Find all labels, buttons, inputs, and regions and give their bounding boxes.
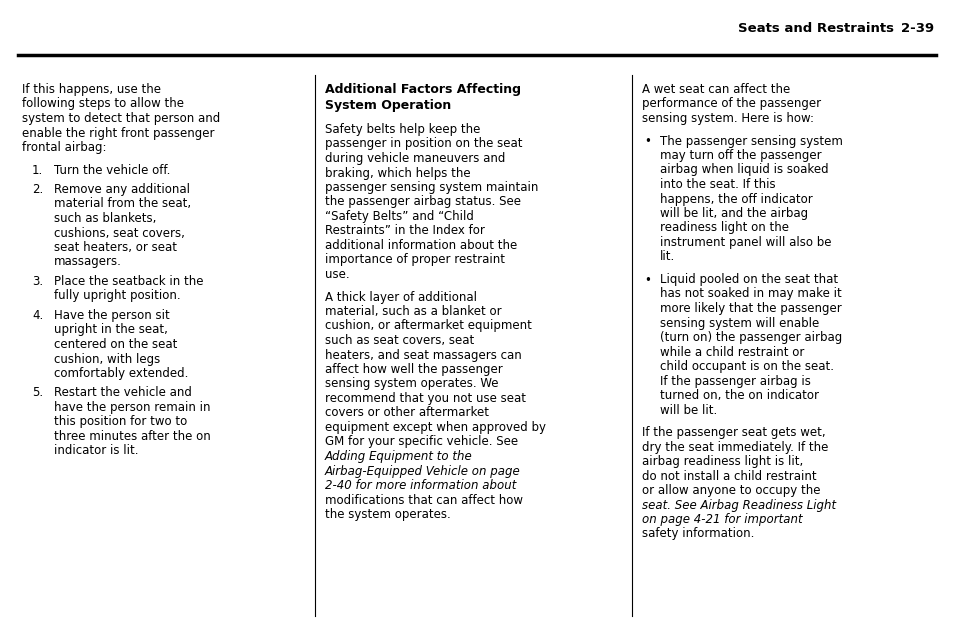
Text: use.: use.	[325, 268, 349, 281]
Text: will be lit, and the airbag: will be lit, and the airbag	[659, 207, 807, 220]
Text: Place the seatback in the: Place the seatback in the	[54, 275, 203, 288]
Text: 2.: 2.	[32, 183, 43, 196]
Text: enable the right front passenger: enable the right front passenger	[22, 126, 214, 140]
Text: seat. See Airbag Readiness Light: seat. See Airbag Readiness Light	[641, 498, 835, 512]
Text: have the person remain in: have the person remain in	[54, 401, 211, 414]
Text: system to detect that person and: system to detect that person and	[22, 112, 220, 125]
Text: such as seat covers, seat: such as seat covers, seat	[325, 334, 474, 347]
Text: airbag when liquid is soaked: airbag when liquid is soaked	[659, 163, 828, 177]
Text: If this happens, use the: If this happens, use the	[22, 83, 161, 96]
Text: importance of proper restraint: importance of proper restraint	[325, 253, 504, 267]
Text: child occupant is on the seat.: child occupant is on the seat.	[659, 360, 833, 373]
Text: passenger in position on the seat: passenger in position on the seat	[325, 138, 522, 151]
Text: passenger sensing system maintain: passenger sensing system maintain	[325, 181, 537, 194]
Text: covers or other aftermarket: covers or other aftermarket	[325, 406, 489, 420]
Text: cushions, seat covers,: cushions, seat covers,	[54, 226, 185, 239]
Text: the passenger airbag status. See: the passenger airbag status. See	[325, 195, 520, 209]
Text: Seats and Restraints: Seats and Restraints	[738, 22, 893, 34]
Text: Have the person sit: Have the person sit	[54, 309, 170, 322]
Text: or allow anyone to occupy the: or allow anyone to occupy the	[641, 484, 820, 497]
Text: 2-40 for more information about: 2-40 for more information about	[325, 479, 516, 492]
Text: happens, the off indicator: happens, the off indicator	[659, 193, 812, 205]
Text: Restraints” in the Index for: Restraints” in the Index for	[325, 225, 484, 237]
Text: Safety belts help keep the: Safety belts help keep the	[325, 123, 480, 136]
Text: three minutes after the on: three minutes after the on	[54, 430, 211, 443]
Text: material, such as a blanket or: material, such as a blanket or	[325, 305, 501, 318]
Text: such as blankets,: such as blankets,	[54, 212, 156, 225]
Text: turned on, the on indicator: turned on, the on indicator	[659, 389, 818, 402]
Text: this position for two to: this position for two to	[54, 415, 187, 429]
Text: Airbag-Equipped Vehicle on page: Airbag-Equipped Vehicle on page	[325, 464, 520, 477]
Text: GM for your specific vehicle. See: GM for your specific vehicle. See	[325, 436, 517, 449]
Text: cushion, with legs: cushion, with legs	[54, 353, 160, 366]
Text: Additional Factors Affecting: Additional Factors Affecting	[325, 83, 520, 96]
Text: If the passenger seat gets wet,: If the passenger seat gets wet,	[641, 426, 824, 439]
Text: may turn off the passenger: may turn off the passenger	[659, 149, 821, 162]
Text: •: •	[643, 274, 650, 287]
Text: upright in the seat,: upright in the seat,	[54, 323, 168, 336]
Text: 4.: 4.	[32, 309, 43, 322]
Text: readiness light on the: readiness light on the	[659, 221, 788, 235]
Text: Turn the vehicle off.: Turn the vehicle off.	[54, 163, 171, 177]
Text: A thick layer of additional: A thick layer of additional	[325, 290, 476, 304]
Text: centered on the seat: centered on the seat	[54, 338, 177, 351]
Text: 1.: 1.	[32, 163, 43, 177]
Text: heaters, and seat massagers can: heaters, and seat massagers can	[325, 348, 521, 362]
Text: comfortably extended.: comfortably extended.	[54, 367, 188, 380]
Text: System Operation: System Operation	[325, 98, 451, 112]
Text: on page 4-21 for important: on page 4-21 for important	[641, 513, 801, 526]
Text: additional information about the: additional information about the	[325, 239, 517, 252]
Text: Restart the vehicle and: Restart the vehicle and	[54, 387, 192, 399]
Text: the system operates.: the system operates.	[325, 508, 450, 521]
Text: lit.: lit.	[659, 251, 675, 263]
Text: will be lit.: will be lit.	[659, 403, 717, 417]
Text: equipment except when approved by: equipment except when approved by	[325, 421, 545, 434]
Text: frontal airbag:: frontal airbag:	[22, 141, 107, 154]
Text: sensing system. Here is how:: sensing system. Here is how:	[641, 112, 813, 125]
Text: airbag readiness light is lit,: airbag readiness light is lit,	[641, 455, 802, 468]
Text: “Safety Belts” and “Child: “Safety Belts” and “Child	[325, 210, 474, 223]
Text: affect how well the passenger: affect how well the passenger	[325, 363, 502, 376]
Text: A wet seat can affect the: A wet seat can affect the	[641, 83, 789, 96]
Text: massagers.: massagers.	[54, 255, 122, 269]
Text: If the passenger airbag is: If the passenger airbag is	[659, 375, 810, 387]
Text: seat heaters, or seat: seat heaters, or seat	[54, 241, 177, 254]
Text: has not soaked in may make it: has not soaked in may make it	[659, 288, 841, 300]
Text: The passenger sensing system: The passenger sensing system	[659, 135, 842, 147]
Text: into the seat. If this: into the seat. If this	[659, 178, 775, 191]
Text: 3.: 3.	[32, 275, 43, 288]
Text: Adding Equipment to the: Adding Equipment to the	[325, 450, 473, 463]
Text: Liquid pooled on the seat that: Liquid pooled on the seat that	[659, 273, 838, 286]
Text: do not install a child restraint: do not install a child restraint	[641, 470, 816, 482]
Text: following steps to allow the: following steps to allow the	[22, 98, 184, 110]
Text: sensing system will enable: sensing system will enable	[659, 316, 819, 329]
Text: (turn on) the passenger airbag: (turn on) the passenger airbag	[659, 331, 841, 344]
Text: during vehicle maneuvers and: during vehicle maneuvers and	[325, 152, 505, 165]
Text: 5.: 5.	[32, 387, 43, 399]
Text: performance of the passenger: performance of the passenger	[641, 98, 821, 110]
Text: more likely that the passenger: more likely that the passenger	[659, 302, 841, 315]
Text: material from the seat,: material from the seat,	[54, 198, 191, 211]
Text: Remove any additional: Remove any additional	[54, 183, 190, 196]
Text: braking, which helps the: braking, which helps the	[325, 167, 470, 179]
Text: modifications that can affect how: modifications that can affect how	[325, 494, 522, 507]
Text: indicator is lit.: indicator is lit.	[54, 445, 138, 457]
Text: fully upright position.: fully upright position.	[54, 290, 180, 302]
Text: instrument panel will also be: instrument panel will also be	[659, 236, 831, 249]
Text: •: •	[643, 135, 650, 149]
Text: dry the seat immediately. If the: dry the seat immediately. If the	[641, 440, 827, 454]
Text: 2-39: 2-39	[900, 22, 933, 34]
Text: sensing system operates. We: sensing system operates. We	[325, 378, 498, 390]
Text: safety information.: safety information.	[641, 528, 754, 540]
Text: cushion, or aftermarket equipment: cushion, or aftermarket equipment	[325, 320, 532, 332]
Text: recommend that you not use seat: recommend that you not use seat	[325, 392, 525, 405]
Text: while a child restraint or: while a child restraint or	[659, 346, 803, 359]
